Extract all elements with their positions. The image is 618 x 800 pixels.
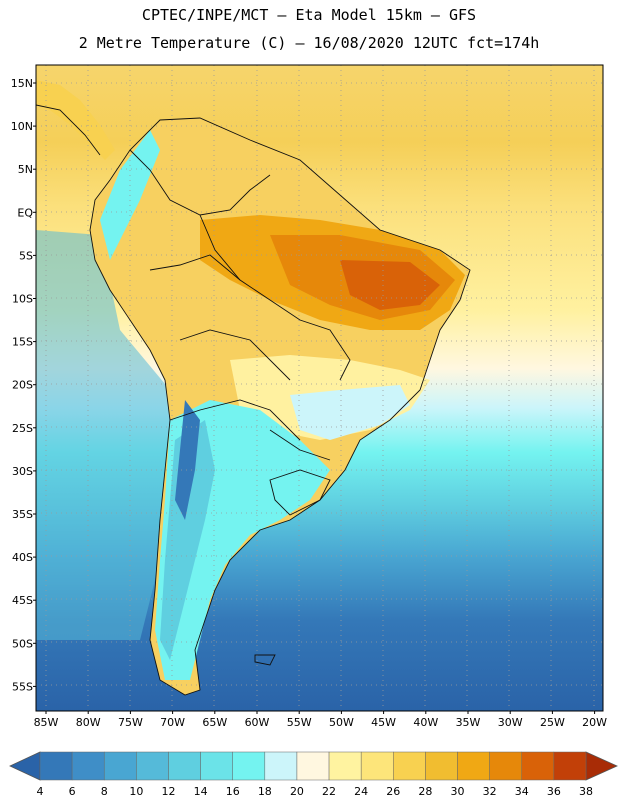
colorbar-cell xyxy=(328,751,362,781)
colorbar-cell xyxy=(521,751,555,781)
lat-label: 5N xyxy=(18,163,33,176)
lon-label: 35W xyxy=(456,716,481,729)
longitude-labels: 85W 80W 75W 70W 65W 60W 55W 50W 45W 40W 35W 30W 25W 2… xyxy=(34,711,607,729)
colorbar-tick-label: 10 xyxy=(129,785,143,798)
colorbar-tick-label: 36 xyxy=(547,785,561,798)
colorbar-left-arrow xyxy=(9,751,41,781)
colorbar-tick-label: 20 xyxy=(290,785,304,798)
colorbar-tick-label: 6 xyxy=(69,785,76,798)
colorbar-tick-label: 34 xyxy=(515,785,529,798)
lat-label: 45S xyxy=(12,594,33,607)
lat-label: 15S xyxy=(12,336,33,349)
latitude-labels: 15N 10N 5N EQ 5S 10S 15S 20S 25S 30S 35S 40S 45S 50S 5… xyxy=(11,77,36,693)
lon-label: 45W xyxy=(371,716,396,729)
lon-label: 70W xyxy=(160,716,185,729)
colorbar-cell xyxy=(232,751,266,781)
lon-label: 60W xyxy=(245,716,270,729)
lon-label: 30W xyxy=(498,716,523,729)
colorbar-cell xyxy=(103,751,137,781)
lon-label: 65W xyxy=(202,716,227,729)
lon-label: 85W xyxy=(34,716,59,729)
colorbar-cell xyxy=(489,751,523,781)
colorbar-cell xyxy=(553,751,587,781)
lat-label: 5S xyxy=(19,249,33,262)
colorbar-tick-label: 24 xyxy=(354,785,368,798)
lon-label: 80W xyxy=(76,716,101,729)
lon-label: 25W xyxy=(540,716,565,729)
lon-label: 75W xyxy=(118,716,143,729)
map-frame xyxy=(35,64,604,712)
lat-label: 10S xyxy=(12,293,33,306)
colorbar: 4 6 8 10 12 14 16 18 20 22 24 26 28 30 32 34 36 38 xyxy=(9,751,618,798)
colorbar-tick-label: 28 xyxy=(418,785,432,798)
colorbar-cell xyxy=(200,751,233,781)
colorbar-cell xyxy=(264,751,298,781)
lon-label: 20W xyxy=(582,716,607,729)
colorbar-cell xyxy=(136,751,169,781)
lon-label: 40W xyxy=(413,716,438,729)
colorbar-tick-label: 4 xyxy=(37,785,44,798)
lat-label: 10N xyxy=(11,120,33,133)
lon-label: 55W xyxy=(287,716,312,729)
colorbar-cell xyxy=(168,751,201,781)
colorbar-cell xyxy=(360,751,394,781)
colorbar-tick-label: 32 xyxy=(483,785,497,798)
colorbar-right-arrow xyxy=(585,751,618,781)
colorbar-cell xyxy=(425,751,458,781)
map-field xyxy=(36,65,603,711)
colorbar-tick-label: 16 xyxy=(226,785,240,798)
lat-label: 40S xyxy=(12,551,33,564)
colorbar-cell xyxy=(39,751,73,781)
colorbar-tick-label: 22 xyxy=(322,785,336,798)
lon-label: 50W xyxy=(329,716,354,729)
colorbar-tick-label: 26 xyxy=(386,785,400,798)
lat-label: 50S xyxy=(12,637,33,650)
lat-label: EQ xyxy=(17,206,33,219)
lat-label: 20S xyxy=(12,379,33,392)
lat-label: 15N xyxy=(11,77,33,90)
colorbar-tick-label: 38 xyxy=(579,785,593,798)
colorbar-tick-label: 8 xyxy=(101,785,108,798)
title-line-1: CPTEC/INPE/MCT – Eta Model 15km – GFS xyxy=(141,6,477,24)
title-line-2: 2 Metre Temperature (C) – 16/08/2020 12U… xyxy=(78,34,540,52)
colorbar-cell xyxy=(71,751,105,781)
colorbar-cell xyxy=(296,751,330,781)
colorbar-cell xyxy=(457,751,490,781)
colorbar-tick-label: 14 xyxy=(194,785,208,798)
lat-label: 25S xyxy=(12,422,33,435)
lat-label: 30S xyxy=(12,465,33,478)
colorbar-cell xyxy=(393,751,426,781)
lat-label: 35S xyxy=(12,508,33,521)
colorbar-tick-label: 12 xyxy=(161,785,175,798)
lat-label: 55S xyxy=(12,680,33,693)
country-borders xyxy=(36,104,471,696)
colorbar-tick-label: 30 xyxy=(451,785,465,798)
colorbar-tick-label: 18 xyxy=(258,785,272,798)
